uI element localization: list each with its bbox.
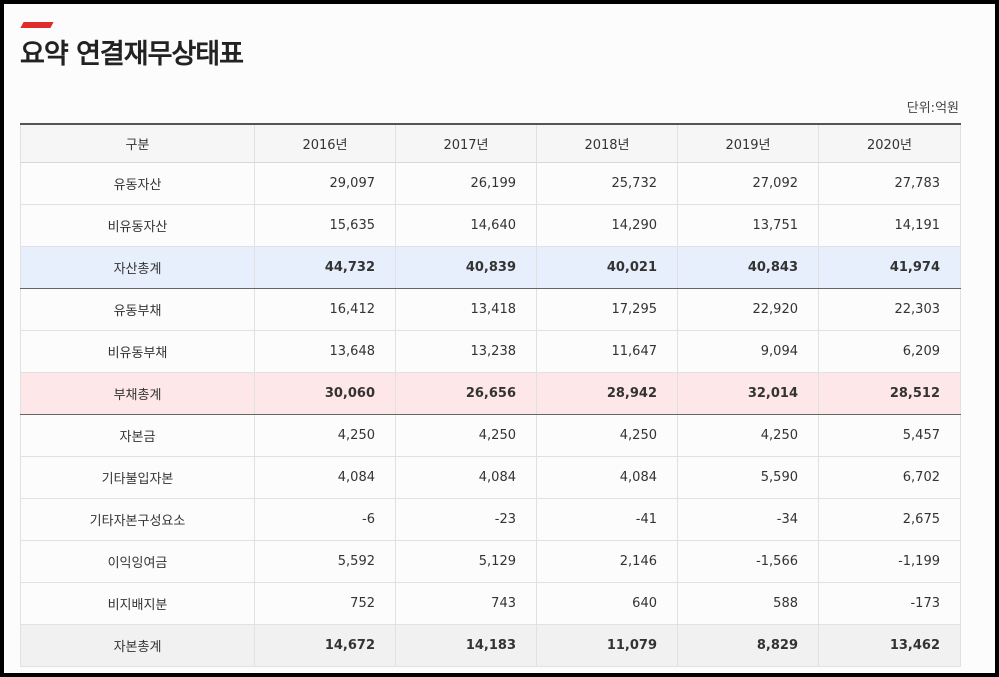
- page-frame: 요약 연결재무상태표 단위:억원 구분 2016년 2017년 2018년 20…: [4, 4, 995, 673]
- cell-value: 4,250: [677, 414, 819, 457]
- cell-value: 44,732: [254, 246, 396, 289]
- cell-value: 5,590: [677, 456, 819, 499]
- cell-value: 6,209: [818, 330, 961, 373]
- cell-value: 14,183: [395, 624, 537, 667]
- table-row: 기타자본구성요소 -6 -23 -41 -34 2,675: [20, 498, 961, 541]
- cell-value: 5,129: [395, 540, 537, 583]
- unit-label: 단위:억원: [906, 101, 959, 116]
- cell-value: 9,094: [677, 330, 819, 373]
- cell-value: 11,079: [536, 624, 678, 667]
- row-label: 이익잉여금: [20, 540, 255, 583]
- cell-value: -1,199: [818, 540, 961, 583]
- table-row: 기타불입자본 4,084 4,084 4,084 5,590 6,702: [20, 456, 961, 499]
- header-2020: 2020년: [818, 124, 961, 163]
- row-label: 기타자본구성요소: [20, 498, 255, 541]
- cell-value: 40,839: [395, 246, 537, 289]
- cell-value: 27,783: [818, 162, 961, 205]
- cell-value: 26,656: [395, 372, 537, 415]
- cell-value: 6,702: [818, 456, 961, 499]
- row-label: 비지배지분: [20, 582, 255, 625]
- cell-value: 5,457: [818, 414, 961, 457]
- cell-value: 25,732: [536, 162, 678, 205]
- table-row: 유동자산 29,097 26,199 25,732 27,092 27,783: [20, 162, 961, 205]
- cell-value: 588: [677, 582, 819, 625]
- cell-value: 14,672: [254, 624, 396, 667]
- cell-value: 14,640: [395, 204, 537, 247]
- cell-value: 4,084: [254, 456, 396, 499]
- header-2016: 2016년: [254, 124, 396, 163]
- cell-value: 743: [395, 582, 537, 625]
- row-label: 부채총계: [20, 372, 255, 415]
- cell-value: 29,097: [254, 162, 396, 205]
- header-category: 구분: [20, 124, 255, 163]
- cell-value: 2,146: [536, 540, 678, 583]
- cell-value: 28,512: [818, 372, 961, 415]
- row-label: 자본총계: [20, 624, 255, 667]
- table-header-row: 구분 2016년 2017년 2018년 2019년 2020년: [20, 124, 961, 163]
- table-row: 유동부채 16,412 13,418 17,295 22,920 22,303: [20, 288, 961, 331]
- row-label: 기타불입자본: [20, 456, 255, 499]
- page-title: 요약 연결재무상태표: [20, 39, 244, 70]
- cell-value: 4,084: [536, 456, 678, 499]
- cell-value: -1,566: [677, 540, 819, 583]
- table-row: 자본금 4,250 4,250 4,250 4,250 5,457: [20, 414, 961, 457]
- total-assets-row: 자산총계 44,732 40,839 40,021 40,843 41,974: [20, 246, 961, 289]
- row-label: 유동자산: [20, 162, 255, 205]
- cell-value: 14,191: [818, 204, 961, 247]
- row-label: 자산총계: [20, 246, 255, 289]
- cell-value: 16,412: [254, 288, 396, 331]
- cell-value: 4,250: [395, 414, 537, 457]
- cell-value: 13,751: [677, 204, 819, 247]
- cell-value: 41,974: [818, 246, 961, 289]
- cell-value: 752: [254, 582, 396, 625]
- cell-value: 40,021: [536, 246, 678, 289]
- balance-sheet-table: 구분 2016년 2017년 2018년 2019년 2020년 유동자산 29…: [20, 123, 961, 667]
- cell-value: 13,462: [818, 624, 961, 667]
- cell-value: 2,675: [818, 498, 961, 541]
- cell-value: 27,092: [677, 162, 819, 205]
- table-row: 비유동부채 13,648 13,238 11,647 9,094 6,209: [20, 330, 961, 373]
- cell-value: 32,014: [677, 372, 819, 415]
- cell-value: 640: [536, 582, 678, 625]
- row-label: 비유동자산: [20, 204, 255, 247]
- cell-value: 22,303: [818, 288, 961, 331]
- header-2019: 2019년: [677, 124, 819, 163]
- cell-value: 17,295: [536, 288, 678, 331]
- cell-value: 14,290: [536, 204, 678, 247]
- cell-value: 40,843: [677, 246, 819, 289]
- header-2018: 2018년: [536, 124, 678, 163]
- cell-value: -41: [536, 498, 678, 541]
- cell-value: -173: [818, 582, 961, 625]
- total-equity-row: 자본총계 14,672 14,183 11,079 8,829 13,462: [20, 624, 961, 667]
- cell-value: -34: [677, 498, 819, 541]
- row-label: 비유동부채: [20, 330, 255, 373]
- header-2017: 2017년: [395, 124, 537, 163]
- cell-value: 4,250: [254, 414, 396, 457]
- table-row: 비지배지분 752 743 640 588 -173: [20, 582, 961, 625]
- cell-value: 13,238: [395, 330, 537, 373]
- cell-value: 4,250: [536, 414, 678, 457]
- cell-value: 15,635: [254, 204, 396, 247]
- cell-value: 8,829: [677, 624, 819, 667]
- table-row: 이익잉여금 5,592 5,129 2,146 -1,566 -1,199: [20, 540, 961, 583]
- cell-value: 13,418: [395, 288, 537, 331]
- table-row: 비유동자산 15,635 14,640 14,290 13,751 14,191: [20, 204, 961, 247]
- cell-value: 28,942: [536, 372, 678, 415]
- cell-value: -23: [395, 498, 537, 541]
- cell-value: -6: [254, 498, 396, 541]
- cell-value: 5,592: [254, 540, 396, 583]
- row-label: 자본금: [20, 414, 255, 457]
- title-accent-bar: [20, 22, 54, 28]
- total-liabilities-row: 부채총계 30,060 26,656 28,942 32,014 28,512: [20, 372, 961, 415]
- cell-value: 26,199: [395, 162, 537, 205]
- cell-value: 22,920: [677, 288, 819, 331]
- cell-value: 13,648: [254, 330, 396, 373]
- cell-value: 4,084: [395, 456, 537, 499]
- cell-value: 11,647: [536, 330, 678, 373]
- row-label: 유동부채: [20, 288, 255, 331]
- cell-value: 30,060: [254, 372, 396, 415]
